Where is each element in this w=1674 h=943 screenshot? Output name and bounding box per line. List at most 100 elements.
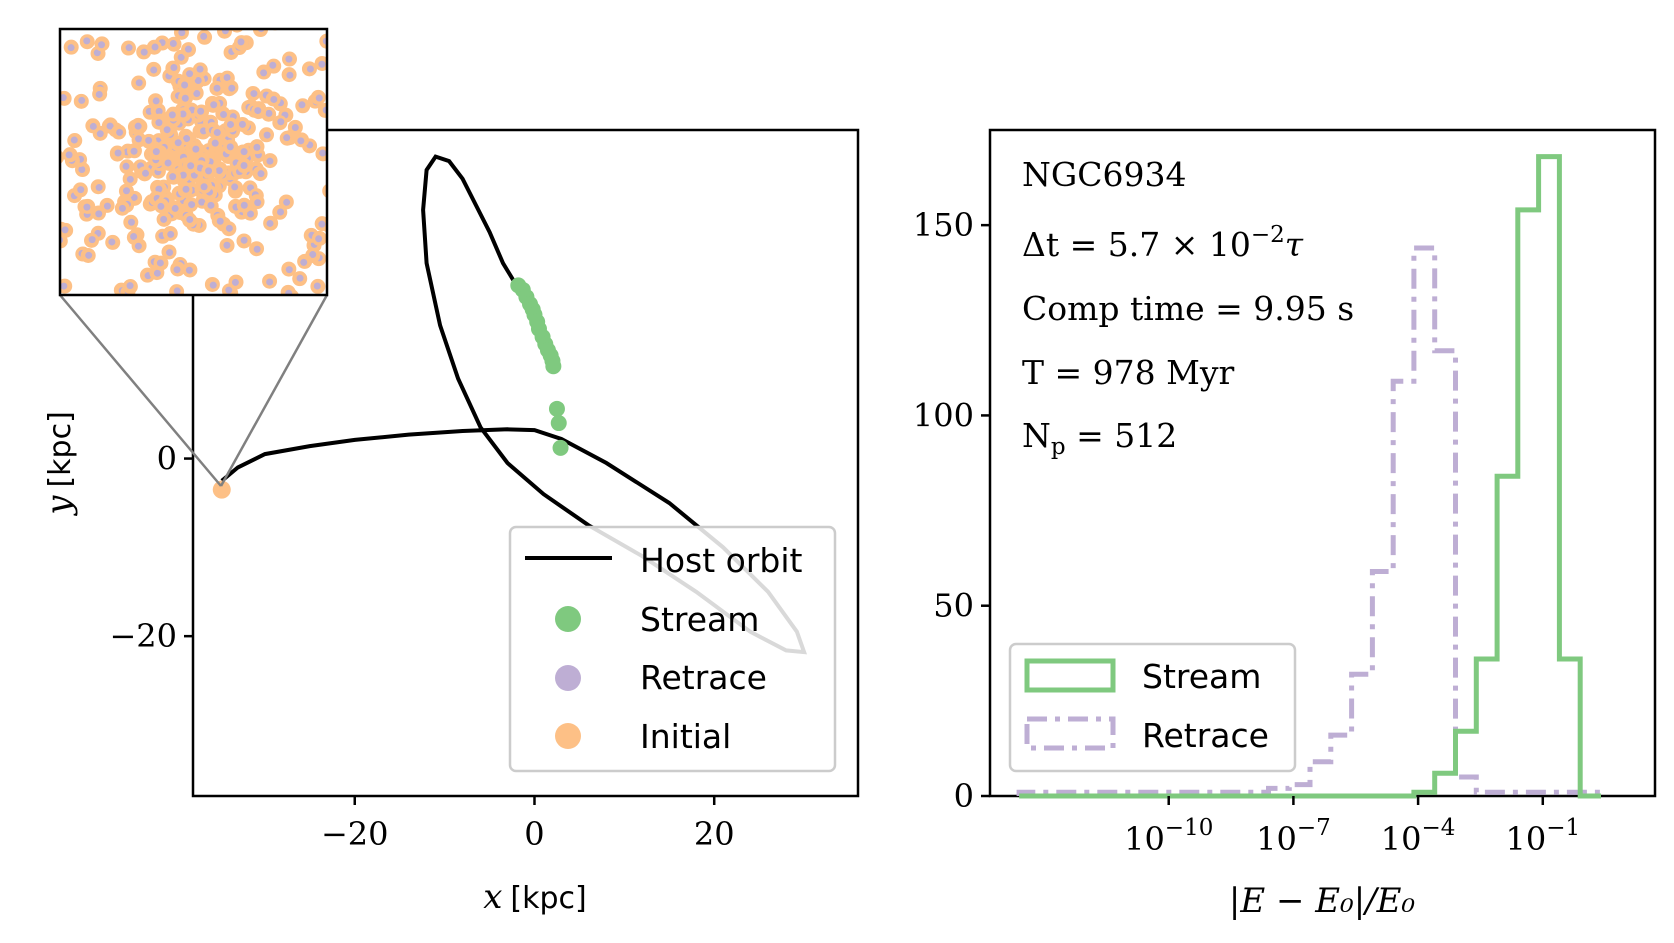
inset-retrace-particle <box>210 101 218 109</box>
inset-initial-particle <box>263 8 278 23</box>
right-legend-box <box>1008 642 1297 773</box>
inset-retrace-particle <box>267 13 274 20</box>
inset-initial-particle <box>253 12 268 27</box>
inset-retrace-particle <box>157 202 165 210</box>
inset-retrace-particle <box>179 110 187 118</box>
inset-zoom <box>50 5 329 297</box>
inset-retrace-particle <box>296 274 304 282</box>
left-legend: Host orbit Stream Retrace Initial <box>508 525 837 773</box>
inset-connector-right <box>219 294 329 487</box>
inset-retrace-particle <box>70 136 78 144</box>
inset-retrace-particle <box>98 41 106 49</box>
inset-retrace-particle <box>141 11 148 18</box>
inset-retrace-particle <box>85 251 93 259</box>
inset-retrace-particle <box>198 198 206 206</box>
inset-retrace-particle <box>145 136 153 144</box>
inset-retrace-particle <box>125 44 133 52</box>
inset-retrace-particle <box>152 97 160 105</box>
inset-initial-particle <box>181 5 196 20</box>
inset-retrace-particle <box>226 143 234 151</box>
inset-retrace-particle <box>170 63 178 71</box>
inset-particles <box>50 5 327 295</box>
inset-retrace-particle <box>78 165 86 173</box>
right-x-ticks: 10−10 10−7 10−4 10−1 <box>1124 796 1580 858</box>
inset-initial-particle <box>138 7 153 22</box>
right-y-tick-label: 100 <box>913 396 974 434</box>
initial-points <box>212 480 231 499</box>
inset-retrace-particle <box>93 49 101 57</box>
left-x-tick-label: −20 <box>321 815 389 853</box>
inset-initial-particle <box>256 11 271 26</box>
left-x-axis-label: x [kpc] <box>483 877 587 917</box>
inset-retrace-particle <box>94 16 101 23</box>
right-x-tick-label: 10−7 <box>1256 815 1331 858</box>
inset-retrace-particle <box>174 139 182 147</box>
inset-retrace-particle <box>50 35 57 42</box>
inset-retrace-particle <box>181 94 189 102</box>
inset-retrace-particle <box>103 202 111 210</box>
inset-retrace-particle <box>313 282 321 290</box>
inset-retrace-particle <box>285 289 293 295</box>
annotation-block: NGC6934 Δt = 5.7 × 10−2τ Comp time = 9.9… <box>1022 155 1354 460</box>
legend-retrace-dot-icon <box>555 665 581 691</box>
inset-retrace-particle <box>237 38 245 46</box>
inset-retrace-particle <box>215 167 223 175</box>
inset-retrace-particle <box>254 107 262 115</box>
inset-retrace-particle <box>300 258 308 266</box>
inset-initial-particle <box>220 10 235 25</box>
inset-retrace-particle <box>197 107 205 115</box>
inset-retrace-particle <box>247 210 255 218</box>
inset-retrace-particle <box>193 90 201 98</box>
inset-retrace-particle <box>253 143 261 151</box>
annotation-particle-count: Np = 512 <box>1022 416 1177 460</box>
inset-retrace-particle <box>60 94 67 102</box>
inset-retrace-particle <box>186 215 194 223</box>
inset-retrace-particle <box>277 118 285 126</box>
inset-retrace-particle <box>186 70 194 78</box>
inset-retrace-particle <box>234 21 241 28</box>
inset-retrace-particle <box>240 162 248 170</box>
inset-retrace-particle <box>240 201 248 209</box>
inset-retrace-particle <box>266 157 274 165</box>
inset-retrace-particle <box>114 149 122 157</box>
inset-retrace-particle <box>225 224 233 232</box>
inset-retrace-particle <box>181 81 189 89</box>
inset-retrace-particle <box>263 131 271 139</box>
inset-retrace-particle <box>167 230 175 238</box>
legend-item-stream: Stream <box>555 600 759 639</box>
inset-retrace-particle <box>127 218 135 226</box>
inset-retrace-particle <box>196 65 204 73</box>
inset-initial-particle <box>230 29 244 33</box>
inset-retrace-particle <box>166 249 174 257</box>
right-x-tick-label: 10−4 <box>1381 815 1456 858</box>
inset-retrace-particle <box>200 127 208 135</box>
stream-point <box>545 358 562 375</box>
inset-retrace-particle <box>238 120 246 128</box>
annotation-cluster-name: NGC6934 <box>1022 155 1186 194</box>
inset-retrace-particle <box>309 251 317 259</box>
inset-retrace-particle <box>269 61 277 69</box>
legend-stream-hist-icon <box>1024 658 1116 693</box>
inset-retrace-particle <box>227 120 235 128</box>
inset-retrace-particle <box>223 73 231 81</box>
legend-item-initial: Initial <box>555 717 731 756</box>
inset-retrace-particle <box>83 203 91 211</box>
inset-retrace-particle <box>240 236 248 244</box>
inset-retrace-particle <box>122 162 130 170</box>
inset-retrace-particle <box>318 60 326 68</box>
inset-retrace-particle <box>185 266 193 274</box>
inset-retrace-particle <box>95 184 103 192</box>
legend-item-stream-hist: Stream <box>1024 657 1261 696</box>
inset-retrace-particle <box>211 139 219 147</box>
inset-retrace-particle <box>228 84 236 92</box>
stream-points <box>510 277 569 456</box>
right-legend: Stream Retrace <box>1008 642 1297 773</box>
right-y-tick-label: 0 <box>954 777 974 815</box>
inset-retrace-particle <box>272 20 279 27</box>
inset-retrace-particle <box>123 187 131 195</box>
inset-retrace-particle <box>240 148 248 156</box>
inset-retrace-particle <box>254 199 262 207</box>
inset-retrace-particle <box>163 126 171 134</box>
inset-retrace-particle <box>150 66 158 74</box>
inset-initial-particle <box>253 29 269 38</box>
